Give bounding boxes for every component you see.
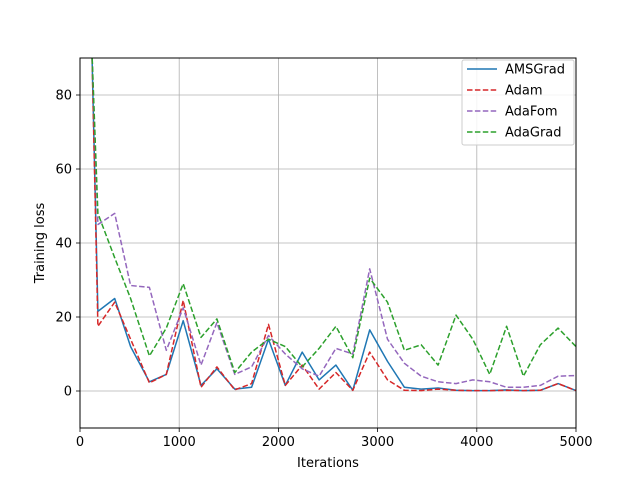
x-tick-label-4: 4000 <box>460 435 493 450</box>
legend-label-adam: Adam <box>505 84 543 99</box>
legend-label-adagrad: AdaGrad <box>505 126 562 141</box>
legend-box <box>461 59 575 146</box>
y-axis-label: Training loss <box>33 203 48 285</box>
y-axis-ticks: 0 20 40 60 80 <box>55 89 80 400</box>
legend-label-amsgrad: AMSGrad <box>505 63 565 78</box>
y-tick-label-3: 60 <box>55 163 72 178</box>
legend-label-adafom: AdaFom <box>505 105 558 120</box>
legend: AMSGrad Adam AdaFom AdaGrad <box>461 59 575 146</box>
series-line-adam <box>91 58 576 392</box>
x-tick-label-0: 0 <box>76 435 84 450</box>
x-tick-label-3: 3000 <box>361 435 394 450</box>
y-tick-label-1: 20 <box>55 311 72 326</box>
x-axis-label: Iterations <box>297 456 359 471</box>
y-tick-label-4: 80 <box>55 89 72 104</box>
x-tick-label-5: 5000 <box>559 435 592 450</box>
x-axis-ticks: 0 1000 2000 3000 4000 5000 <box>76 428 593 450</box>
series-line-adafom <box>91 58 576 389</box>
y-tick-label-0: 0 <box>64 385 72 400</box>
y-tick-label-2: 40 <box>55 237 72 252</box>
x-tick-label-2: 2000 <box>262 435 295 450</box>
series-lines <box>91 58 576 392</box>
x-tick-label-1: 1000 <box>163 435 196 450</box>
series-line-adagrad <box>91 58 576 377</box>
